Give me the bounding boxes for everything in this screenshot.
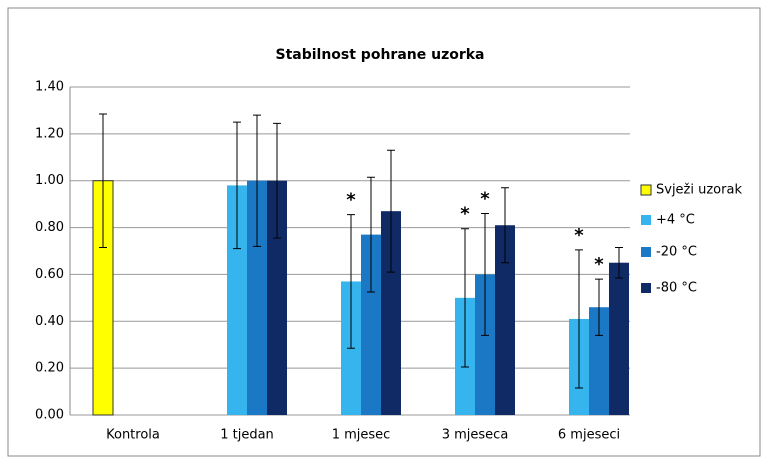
error-bar: [501, 187, 509, 264]
error-bar: [367, 176, 375, 293]
x-tick-label: 3 mjeseca: [442, 428, 509, 443]
bar: [495, 225, 515, 415]
legend-label: +4 °C: [656, 213, 695, 228]
bar: [267, 180, 287, 415]
error-bar: [461, 228, 469, 368]
bar: [609, 262, 629, 415]
significance-mark: *: [594, 254, 604, 275]
bar: [475, 274, 495, 415]
legend-swatch: [640, 184, 652, 196]
y-tick-label: 1.00: [35, 173, 64, 188]
legend-label: -20 °C: [656, 245, 697, 260]
significance-mark: *: [480, 189, 490, 210]
error-bar: [233, 121, 241, 250]
bar: [361, 234, 381, 415]
chart-title: Stabilnost pohrane uzorka: [275, 47, 484, 63]
y-tick-label: 0.40: [35, 314, 64, 329]
significance-mark: *: [574, 225, 584, 246]
y-tick-label: 1.20: [35, 126, 64, 141]
error-bar: [481, 213, 489, 336]
significance-mark: *: [346, 190, 356, 211]
significance-mark: *: [460, 204, 470, 225]
error-bar: [615, 246, 623, 279]
bar: [227, 185, 247, 415]
legend-swatch: [641, 247, 651, 257]
y-tick-label: 0.80: [35, 220, 64, 235]
x-tick-label: 1 tjedan: [220, 428, 274, 443]
error-bar: [575, 249, 583, 389]
error-bar: [595, 278, 603, 336]
x-tick-label: Kontrola: [106, 428, 160, 443]
y-tick-label: 0.20: [35, 361, 64, 376]
y-tick-label: 0.60: [35, 267, 64, 282]
error-bar: [387, 149, 395, 273]
legend-swatch: [641, 283, 651, 293]
legend-label: Svježi uzorak: [656, 183, 742, 198]
bar: [381, 211, 401, 415]
error-bar: [347, 214, 355, 349]
x-tick-label: 1 mjesec: [332, 428, 391, 443]
error-bar: [253, 114, 261, 247]
y-tick-label: 1.40: [35, 80, 64, 95]
error-bar: [99, 113, 107, 248]
legend-label: -80 °C: [656, 281, 697, 296]
error-bar: [273, 122, 281, 239]
x-tick-label: 6 mjeseci: [558, 428, 620, 443]
legend-swatch: [641, 215, 651, 225]
y-tick-label: 0.00: [35, 408, 64, 423]
bar: [247, 180, 267, 415]
bar: [589, 307, 609, 415]
